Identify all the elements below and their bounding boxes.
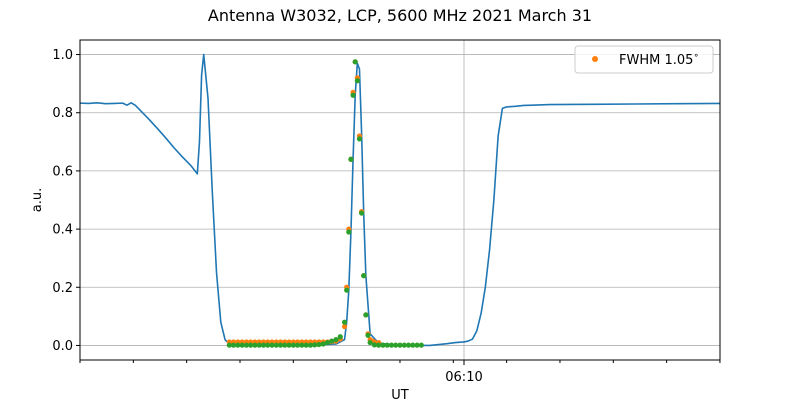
y-axis-label: a.u. [30,188,45,212]
chart-title: Antenna W3032, LCP, 5600 MHz 2021 March … [208,6,592,25]
data-point [239,342,245,348]
y-tick-label: 0.4 [52,223,73,238]
y-tick-label: 0.6 [52,164,73,179]
data-point [337,334,343,340]
x-axis-label: UT [391,388,409,400]
data-point [363,312,369,318]
y-tick-label: 0.8 [52,106,73,121]
y-tick-label: 0.2 [52,281,73,296]
data-point [260,342,267,348]
data-point [371,342,377,348]
data-point [248,342,254,348]
data-point [286,342,292,348]
data-point [307,342,313,348]
data-point [320,341,326,347]
data-point [376,342,382,348]
data-point [231,342,237,348]
data-point [265,342,271,348]
plot-frame [79,39,721,361]
x-tick-label: 06:10 [445,370,482,385]
y-tick-label: 1.0 [52,48,73,63]
data-point [361,273,367,279]
data-point [341,319,348,325]
data-point [367,339,373,346]
series-line [79,53,721,347]
grid [80,40,720,360]
plot-data [79,53,721,348]
data-point [290,342,296,348]
data-point [316,341,322,348]
data-point [354,78,360,84]
data-point [256,342,262,348]
data-point [359,210,365,216]
data-point [282,342,288,348]
data-point [380,342,386,348]
data-point [388,342,395,348]
data-point [397,342,403,348]
data-point [414,342,420,348]
data-point [295,342,301,348]
data-point [312,342,318,348]
data-point [273,342,279,348]
data-point [344,287,350,293]
data-point [252,342,258,348]
data-point [393,342,399,348]
data-point [235,342,241,348]
data-point [365,332,371,338]
fit-point [341,323,348,330]
data-point [401,342,407,348]
data-point [356,136,363,142]
data-point [384,342,390,348]
data-point [299,342,305,348]
legend-label: FWHM 1.05∘ [619,51,699,68]
legend-box [574,45,714,74]
data-point [329,338,335,344]
data-point [410,342,416,348]
data-point [269,342,275,348]
data-point [348,156,354,162]
data-point [350,92,356,98]
data-point [346,229,352,235]
data-point [303,342,309,348]
data-point [405,342,412,348]
data-point [226,342,232,348]
data-point [333,337,339,343]
data-point [277,342,284,348]
data-point [352,59,358,65]
data-point [243,342,249,348]
legend: FWHM 1.05∘ [574,45,714,74]
axes: 0.0 0.2 0.4 0.6 0.8 1.0 06:10 [52,48,721,385]
y-tick-label: 0.0 [52,339,73,354]
legend-marker [592,56,598,62]
data-point [324,339,331,346]
data-point [418,342,424,348]
